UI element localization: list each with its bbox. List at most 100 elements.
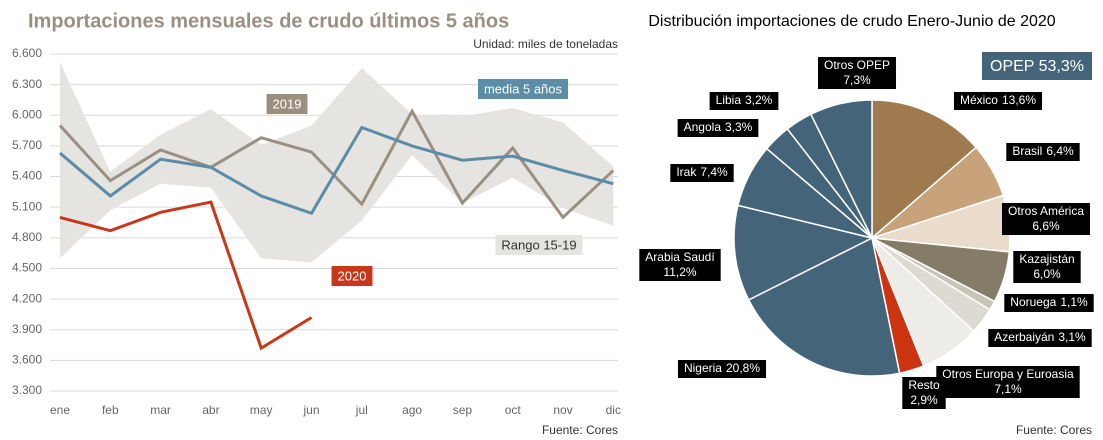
- pie-label-box: [1006, 143, 1080, 161]
- y-tick-label: 4.500: [12, 261, 42, 275]
- opep-box: [982, 52, 1092, 80]
- y-tick-label: 5.400: [12, 169, 42, 183]
- pie-label-value: 11,2%: [663, 265, 696, 279]
- y-tick-label: 3.300: [12, 383, 42, 397]
- y-tick-label: 4.800: [12, 230, 42, 244]
- series-label: Rango 15-19: [501, 237, 576, 252]
- y-tick-label: 6.600: [12, 46, 42, 60]
- pie-label: Arabia Saudí 11,2%: [645, 250, 715, 279]
- x-tick-label: ene: [50, 403, 70, 417]
- pie-label-category: Kazajistán: [1019, 252, 1074, 266]
- pie-label-box: [677, 360, 767, 378]
- y-tick-label: 6.300: [12, 77, 42, 91]
- opep-annotation: OPEP 53,3%: [990, 58, 1084, 75]
- range-band: [60, 62, 614, 263]
- pie-label-value: 7,3%: [843, 73, 871, 87]
- pie-label-value: 2,9%: [910, 393, 938, 407]
- pie-label-box: [670, 164, 734, 182]
- pie-label-box: [988, 329, 1092, 347]
- left-subtitle: Unidad: miles de toneladas: [473, 37, 618, 51]
- series-label-box: [477, 79, 569, 99]
- pie-label: Nigeria 20,8%: [684, 361, 760, 375]
- pie-label-value: 1,1%: [1060, 295, 1088, 309]
- pie-label-category: Otros América: [1008, 204, 1084, 218]
- pie-label-value: 3,1%: [1058, 330, 1086, 344]
- pie-label-category: Angola: [684, 120, 722, 134]
- pie-label-box: [1004, 294, 1094, 312]
- pie-label-value: 6,6%: [1032, 219, 1060, 233]
- pie-label-category: Nigeria: [684, 361, 722, 375]
- x-tick-label: jun: [302, 403, 319, 417]
- x-tick-label: jul: [355, 403, 368, 417]
- pie-label-value: 3,2%: [745, 93, 773, 107]
- pie-slice: [809, 99, 873, 239]
- pie-label-box: [639, 249, 721, 281]
- series-line: [59, 125, 614, 216]
- pie-slice: [747, 236, 901, 377]
- y-tick-label: 3.600: [12, 353, 42, 367]
- y-tick-label: 4.200: [12, 291, 42, 305]
- x-tick-label: oct: [505, 403, 522, 417]
- pie-label-box: [677, 119, 759, 137]
- pie-label-category: Azerbaiyán: [994, 330, 1054, 344]
- y-tick-label: 6.000: [12, 107, 42, 121]
- pie-label-category: Irak: [676, 165, 697, 179]
- pie-label: México 13,6%: [960, 93, 1036, 107]
- pie-label-value: 7,4%: [700, 165, 728, 179]
- right-source: Fuente: Cores: [1016, 423, 1092, 437]
- series-label-box: [331, 266, 373, 286]
- pie-label-box: [902, 377, 946, 409]
- pie-label-value: 7,1%: [994, 382, 1022, 396]
- pie-label-box: [936, 366, 1080, 398]
- pie-label: Azerbaiyán 3,1%: [994, 330, 1086, 344]
- series-label-box: [495, 235, 583, 255]
- pie-label: Resto 2,9%: [908, 378, 940, 407]
- x-tick-label: sep: [453, 403, 473, 417]
- pie-slice: [733, 204, 875, 301]
- y-tick-label: 3.900: [12, 322, 42, 336]
- y-tick-label: 5.700: [12, 138, 42, 152]
- pie-label: Angola 3,3%: [684, 120, 753, 134]
- x-tick-label: mar: [150, 403, 171, 417]
- series-label-box: [266, 94, 308, 114]
- pie-label-box: [817, 57, 897, 89]
- x-tick-label: dic: [606, 403, 621, 417]
- series-label: 2019: [273, 96, 302, 111]
- pie-label: Noruega 1,1%: [1010, 295, 1088, 309]
- pie-label-category: Otros Europa y Euroasia: [942, 367, 1074, 381]
- pie-label-box: [1013, 251, 1081, 283]
- left-title: Importaciones mensuales de crudo últimos…: [28, 10, 509, 32]
- pie-label: Otros OPEP 7,3%: [824, 58, 890, 87]
- right-title: Distribución importaciones de crudo Ener…: [648, 13, 1055, 30]
- x-tick-label: may: [250, 403, 273, 417]
- pie-label-category: Libia: [716, 93, 742, 107]
- pie-label-category: Brasil: [1012, 144, 1042, 158]
- series-label: 2020: [338, 268, 367, 283]
- series-label: media 5 años: [484, 81, 563, 96]
- pie-label-category: Otros OPEP: [824, 58, 890, 72]
- x-tick-label: ago: [402, 403, 422, 417]
- pie-label-box: [709, 92, 779, 110]
- pie-label-category: Arabia Saudí: [645, 250, 715, 264]
- pie-label-value: 3,3%: [725, 120, 753, 134]
- pie-label: Libia 3,2%: [716, 93, 773, 107]
- pie-slice: [871, 99, 978, 240]
- x-tick-label: feb: [102, 403, 119, 417]
- pie-label: Otros América 6,6%: [1008, 204, 1084, 233]
- x-tick-label: nov: [553, 403, 572, 417]
- y-tick-label: 5.100: [12, 199, 42, 213]
- pie-label-category: Resto: [908, 378, 940, 392]
- x-tick-label: abr: [202, 403, 219, 417]
- pie-label: Otros Europa y Euroasia 7,1%: [942, 367, 1074, 396]
- pie-label-box: [953, 92, 1043, 110]
- pie-label-category: Noruega: [1010, 295, 1056, 309]
- pie-label-value: 13,6%: [1002, 93, 1036, 107]
- pie-label-category: México: [960, 93, 998, 107]
- pie-label: Kazajistán 6,0%: [1019, 252, 1074, 281]
- left-source: Fuente: Cores: [542, 423, 618, 437]
- series-line: [59, 200, 313, 351]
- pie-label-value: 6,0%: [1033, 267, 1061, 281]
- pie-label: Irak 7,4%: [676, 165, 728, 179]
- pie-label-box: [1001, 203, 1091, 235]
